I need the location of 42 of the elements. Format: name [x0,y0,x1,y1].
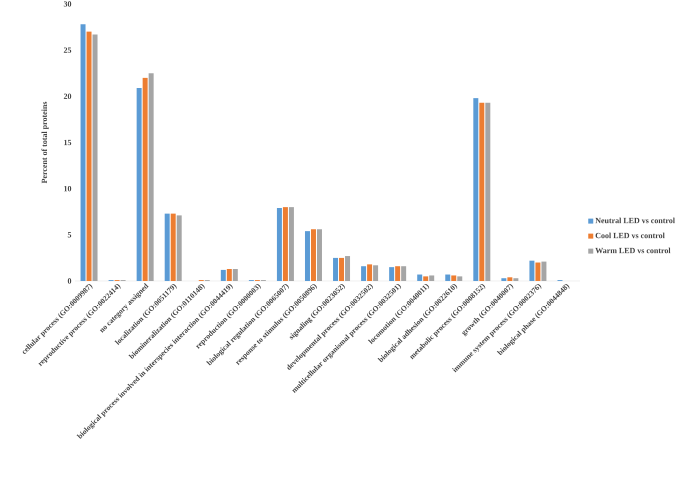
bar [345,256,350,281]
bar [457,276,462,281]
bar [473,98,478,281]
bar [389,267,394,281]
bar [395,266,400,281]
bar [535,262,540,281]
bar [288,207,294,281]
bar [429,275,434,281]
bar [507,277,512,281]
bar [276,208,282,281]
bar [80,24,86,281]
bar [232,268,238,281]
bar [445,274,450,281]
bar [361,266,366,281]
bar [451,275,456,281]
bar [164,214,170,281]
bar [417,274,422,281]
bar [136,88,142,281]
bar [142,78,148,281]
bar [220,270,226,281]
bar [339,258,344,281]
bar [226,268,232,281]
bar [541,262,546,281]
bar [170,214,176,281]
bar [423,276,428,281]
bar [148,73,154,281]
bar [479,102,484,281]
bar [92,34,98,281]
bar [86,32,92,281]
bar [401,266,406,281]
bar [316,229,322,281]
bar [176,215,182,281]
bar [513,278,518,281]
bar [333,258,338,281]
bar [529,260,534,281]
bar [282,207,288,281]
bar [485,102,490,281]
bar [373,265,378,281]
bar [367,264,372,281]
bar [310,229,316,281]
bar [501,278,506,281]
bar [304,231,310,281]
